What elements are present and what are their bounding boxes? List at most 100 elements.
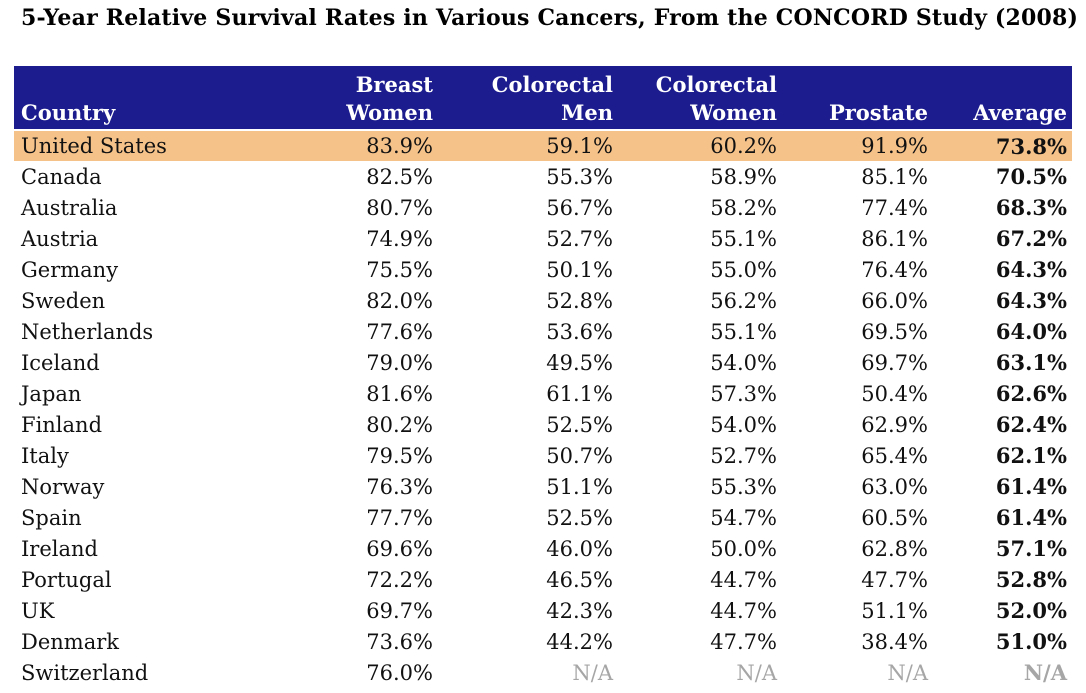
- country-cell: Denmark: [21, 629, 119, 654]
- column-header-line2: Prostate: [828, 99, 928, 125]
- page-title: 5-Year Relative Survival Rates in Variou…: [21, 5, 1079, 31]
- value-cell: 73.6%: [366, 629, 433, 654]
- country-cell: Austria: [21, 226, 99, 251]
- value-cell: 55.3%: [710, 474, 777, 499]
- column-header-colorectal-men: Colorectal Men: [438, 66, 618, 131]
- value-cell: 72.2%: [366, 567, 433, 592]
- value-cell: 69.5%: [861, 319, 928, 344]
- value-cell: 61.4%: [995, 474, 1067, 499]
- value-cell: 62.9%: [861, 412, 928, 437]
- table-row: Japan 81.6% 61.1% 57.3% 50.4% 62.6%: [14, 378, 1072, 409]
- country-cell: Italy: [21, 443, 69, 468]
- value-cell: 63.0%: [861, 474, 928, 499]
- value-cell: 64.0%: [995, 319, 1067, 344]
- value-cell: 47.7%: [861, 567, 928, 592]
- value-cell: 64.3%: [995, 288, 1067, 313]
- value-cell: 53.6%: [546, 319, 613, 344]
- value-cell: 66.0%: [861, 288, 928, 313]
- value-cell: 44.7%: [710, 598, 777, 623]
- value-cell: 46.5%: [546, 567, 613, 592]
- table-row: Switzerland 76.0% N/A N/A N/A N/A: [14, 657, 1072, 688]
- table-row: United States 83.9% 59.1% 60.2% 91.9% 73.8%: [14, 130, 1072, 161]
- value-cell: 50.7%: [546, 443, 613, 468]
- value-cell: 60.5%: [861, 505, 928, 530]
- value-cell: 54.0%: [710, 350, 777, 375]
- value-cell: 75.5%: [366, 257, 433, 282]
- value-cell: 80.7%: [366, 195, 433, 220]
- table-row: Finland 80.2% 52.5% 54.0% 62.9% 62.4%: [14, 409, 1072, 440]
- value-cell: 54.7%: [710, 505, 777, 530]
- value-cell: 68.3%: [995, 195, 1067, 220]
- column-header-country: Country: [14, 66, 204, 131]
- country-cell: UK: [21, 598, 55, 623]
- country-cell: Australia: [21, 195, 118, 220]
- value-cell: 52.5%: [546, 412, 613, 437]
- value-cell: 51.1%: [861, 598, 928, 623]
- table-row: UK 69.7% 42.3% 44.7% 51.1% 52.0%: [14, 595, 1072, 626]
- value-cell: 59.1%: [438, 130, 618, 161]
- country-cell: Sweden: [21, 288, 106, 313]
- column-header-average: Average: [933, 66, 1072, 131]
- value-cell: 82.5%: [366, 164, 433, 189]
- value-cell: 77.6%: [366, 319, 433, 344]
- country-cell: Spain: [21, 505, 82, 530]
- table-row: Portugal 72.2% 46.5% 44.7% 47.7% 52.8%: [14, 564, 1072, 595]
- table-row: Austria 74.9% 52.7% 55.1% 86.1% 67.2%: [14, 223, 1072, 254]
- value-cell: 49.5%: [546, 350, 613, 375]
- value-cell: 85.1%: [861, 164, 928, 189]
- table-row: Germany 75.5% 50.1% 55.0% 76.4% 64.3%: [14, 254, 1072, 285]
- value-cell: 44.2%: [546, 629, 613, 654]
- value-cell: 61.1%: [546, 381, 613, 406]
- value-cell: 61.4%: [995, 505, 1067, 530]
- column-header-line2: Women: [346, 99, 433, 125]
- value-cell: 50.0%: [710, 536, 777, 561]
- value-cell: 73.8%: [933, 130, 1072, 161]
- country-cell: Iceland: [21, 350, 100, 375]
- value-cell: 77.7%: [366, 505, 433, 530]
- value-cell: 42.3%: [546, 598, 613, 623]
- value-cell: 58.2%: [710, 195, 777, 220]
- value-cell: 76.4%: [861, 257, 928, 282]
- table-row: Italy 79.5% 50.7% 52.7% 65.4% 62.1%: [14, 440, 1072, 471]
- country-cell: Portugal: [21, 567, 112, 592]
- value-cell: N/A: [736, 660, 777, 685]
- value-cell: 76.0%: [366, 660, 433, 685]
- country-cell: Finland: [21, 412, 103, 437]
- table-row: Sweden 82.0% 52.8% 56.2% 66.0% 64.3%: [14, 285, 1072, 316]
- country-cell: United States: [14, 130, 204, 161]
- value-cell: 38.4%: [861, 629, 928, 654]
- column-header-line2: Women: [690, 99, 777, 125]
- value-cell: 63.1%: [995, 350, 1067, 375]
- table-row: Denmark 73.6% 44.2% 47.7% 38.4% 51.0%: [14, 626, 1072, 657]
- value-cell: 70.5%: [995, 164, 1067, 189]
- value-cell: N/A: [887, 660, 928, 685]
- value-cell: 62.4%: [995, 412, 1067, 437]
- column-header-line2: Men: [561, 99, 613, 125]
- country-cell: Switzerland: [21, 660, 149, 685]
- country-cell: Canada: [21, 164, 102, 189]
- country-cell: Norway: [21, 474, 105, 499]
- value-cell: 82.0%: [366, 288, 433, 313]
- value-cell: 55.3%: [546, 164, 613, 189]
- column-header-line1: Colorectal: [655, 72, 777, 98]
- value-cell: 62.1%: [995, 443, 1067, 468]
- value-cell: 91.9%: [782, 130, 933, 161]
- value-cell: 44.7%: [710, 567, 777, 592]
- table-row: Norway 76.3% 51.1% 55.3% 63.0% 61.4%: [14, 471, 1072, 502]
- table-row: Ireland 69.6% 46.0% 50.0% 62.8% 57.1%: [14, 533, 1072, 564]
- table-body: United States 83.9% 59.1% 60.2% 91.9% 73.8% Ca…: [14, 130, 1072, 688]
- value-cell: 57.1%: [995, 536, 1067, 561]
- header-row: Country Breast Women Colorectal Men Colo…: [14, 66, 1072, 131]
- value-cell: 65.4%: [861, 443, 928, 468]
- value-cell: 47.7%: [710, 629, 777, 654]
- value-cell: 51.0%: [995, 629, 1067, 654]
- value-cell: 46.0%: [546, 536, 613, 561]
- value-cell: 56.7%: [546, 195, 613, 220]
- value-cell: 57.3%: [710, 381, 777, 406]
- value-cell: 52.0%: [995, 598, 1067, 623]
- country-cell: Ireland: [21, 536, 98, 561]
- value-cell: 52.5%: [546, 505, 613, 530]
- value-cell: 74.9%: [366, 226, 433, 251]
- value-cell: 64.3%: [995, 257, 1067, 282]
- value-cell: 83.9%: [204, 130, 438, 161]
